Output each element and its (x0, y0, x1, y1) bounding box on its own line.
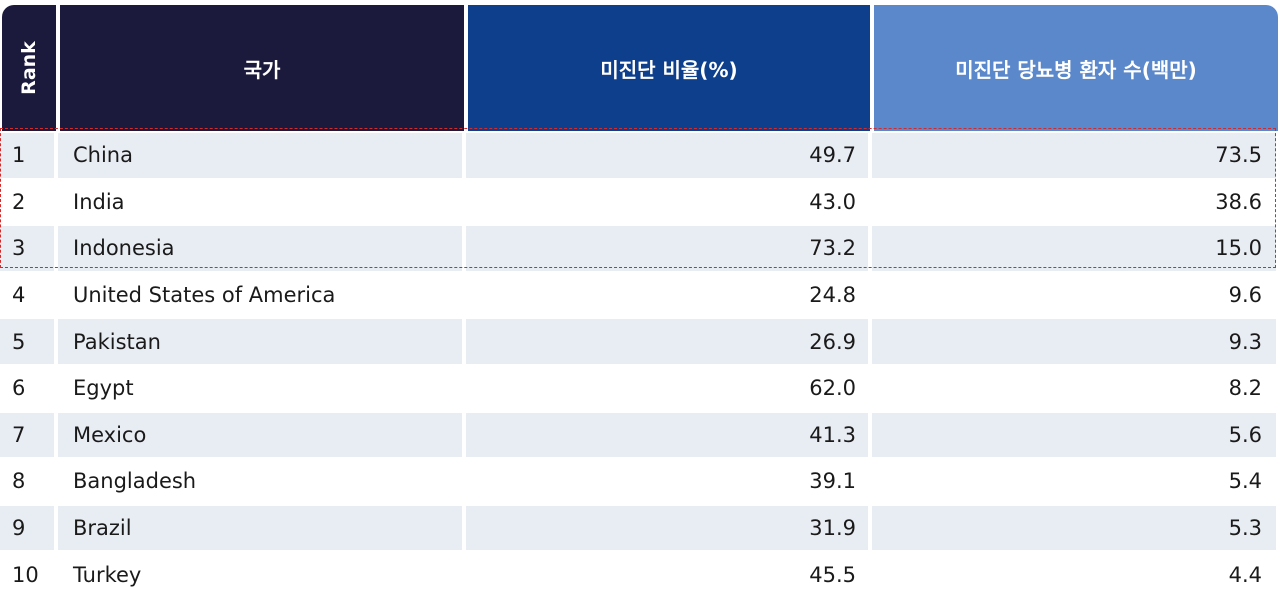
table-row: 1 China 49.7 73.5 (0, 133, 1276, 178)
cell-ratio: 39.1 (809, 469, 856, 494)
cell-ratio: 26.9 (466, 319, 868, 364)
table-row: 3 Indonesia 73.2 15.0 (0, 226, 1276, 271)
cell-count: 15.0 (872, 226, 1276, 271)
cell-ratio: 73.2 (466, 226, 868, 271)
cell-rank: 10 (12, 562, 39, 587)
table-header: Rank 국가 미진단 비율(%) 미진단 당뇨병 환자 수(백만) (2, 5, 1278, 131)
table-row: 8 Bangladesh 39.1 5.4 (0, 459, 1276, 504)
cell-country: United States of America (73, 283, 336, 308)
header-ratio: 미진단 비율(%) (468, 5, 870, 131)
cell-country: China (58, 133, 462, 178)
cell-ratio: 31.9 (466, 505, 868, 551)
cell-country: Pakistan (58, 319, 462, 364)
cell-count: 9.3 (872, 319, 1276, 364)
table-body: 1 China 49.7 73.5 2 India 43.0 38.6 3 Indonesia 73… (0, 133, 1276, 599)
cell-country: India (73, 189, 125, 214)
cell-count: 5.3 (872, 505, 1276, 551)
header-country: 국가 (60, 5, 464, 131)
cell-country: Indonesia (58, 226, 462, 271)
cell-ratio: 41.3 (466, 412, 868, 458)
cell-rank: 5 (0, 319, 54, 364)
cell-rank: 8 (12, 469, 26, 494)
table-row: 7 Mexico 41.3 5.6 (0, 412, 1276, 458)
cell-count: 73.5 (872, 133, 1276, 178)
cell-count: 5.4 (1228, 469, 1262, 494)
data-table: Rank 국가 미진단 비율(%) 미진단 당뇨병 환자 수(백만) (2, 5, 1278, 131)
cell-rank: 9 (0, 505, 54, 551)
table-row: 10 Turkey 45.5 4.4 (0, 552, 1276, 597)
cell-rank: 1 (0, 133, 54, 178)
table-row: 5 Pakistan 26.9 9.3 (0, 319, 1276, 364)
header-rank-label: Rank (18, 41, 40, 95)
cell-ratio: 43.0 (809, 189, 856, 214)
table-row: 4 United States of America 24.8 9.6 (0, 273, 1276, 318)
cell-rank: 3 (0, 226, 54, 271)
cell-country: Bangladesh (73, 469, 197, 494)
cell-ratio: 45.5 (809, 562, 856, 587)
cell-country: Turkey (73, 562, 142, 587)
header-count: 미진단 당뇨병 환자 수(백만) (874, 5, 1278, 131)
cell-count: 5.6 (872, 412, 1276, 458)
cell-country: Egypt (73, 376, 134, 401)
cell-ratio: 49.7 (466, 133, 868, 178)
header-rank: Rank (2, 5, 56, 131)
table-row: 6 Egypt 62.0 8.2 (0, 366, 1276, 411)
cell-rank: 7 (0, 412, 54, 458)
cell-rank: 4 (12, 283, 26, 308)
cell-rank: 6 (12, 376, 26, 401)
cell-count: 9.6 (1228, 283, 1262, 308)
cell-rank: 2 (12, 189, 26, 214)
table-row: 2 India 43.0 38.6 (0, 180, 1276, 225)
cell-country: Mexico (58, 412, 462, 458)
table-row: 9 Brazil 31.9 5.3 (0, 505, 1276, 551)
cell-ratio: 24.8 (809, 283, 856, 308)
cell-count: 8.2 (1228, 376, 1262, 401)
cell-country: Brazil (58, 505, 462, 551)
cell-count: 38.6 (1215, 189, 1262, 214)
cell-count: 4.4 (1228, 562, 1262, 587)
cell-ratio: 62.0 (809, 376, 856, 401)
